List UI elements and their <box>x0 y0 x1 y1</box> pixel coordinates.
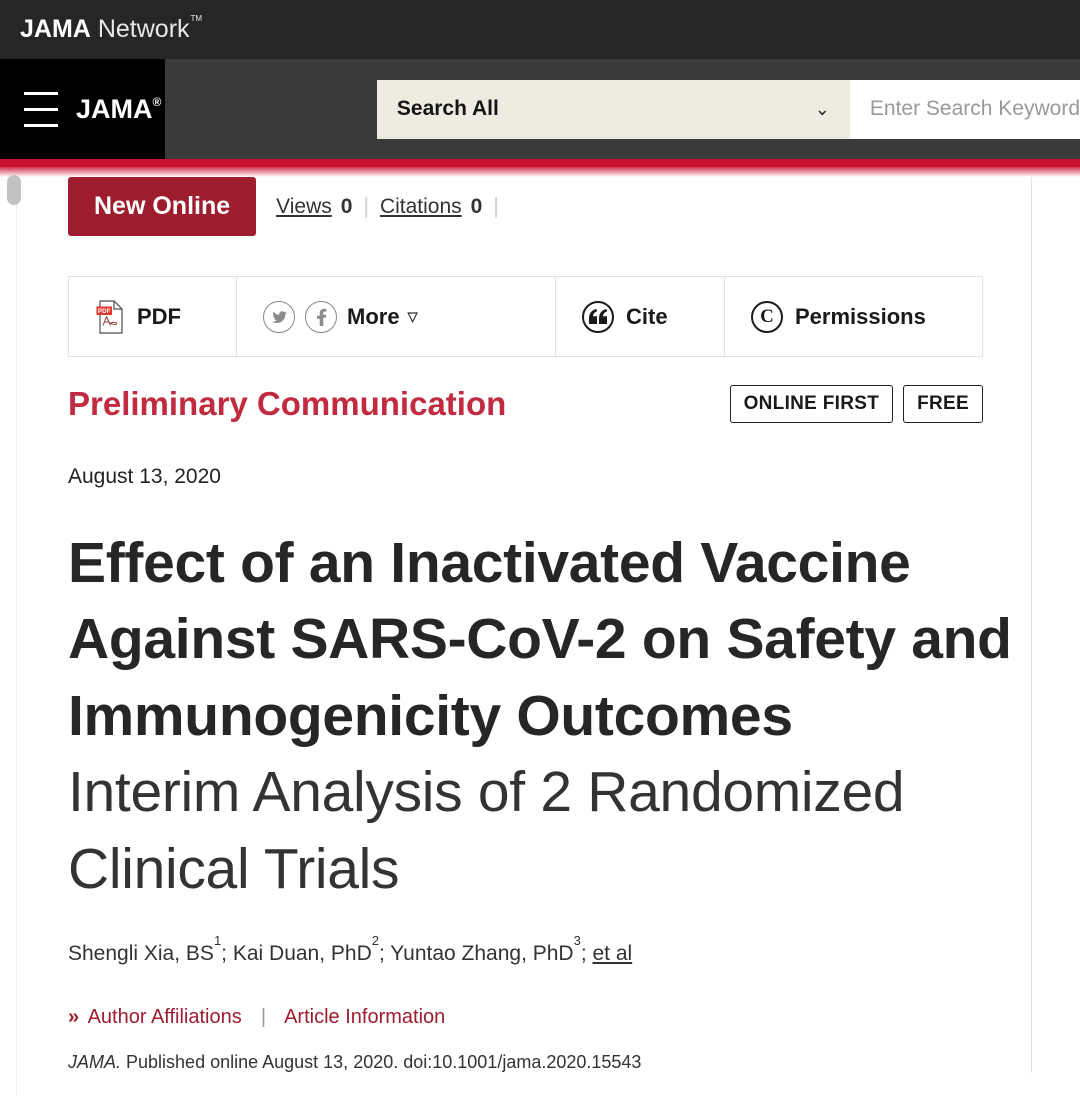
svg-text:PDF: PDF <box>98 308 111 315</box>
